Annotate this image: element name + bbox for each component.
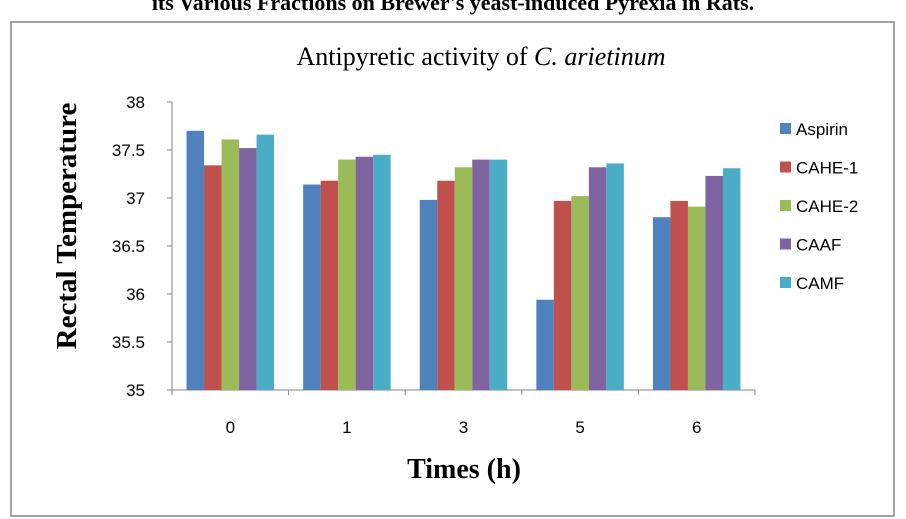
legend-label: CAMF [796, 274, 844, 293]
legend-swatch [780, 200, 791, 211]
page-heading: its Various Fractions on Brewer's yeast-… [0, 0, 906, 22]
y-tick-label: 35 [126, 381, 145, 400]
y-axis-label: Rectal Temperature [51, 103, 83, 350]
bar [472, 159, 490, 390]
bar [355, 156, 374, 390]
legend-label: CAHE-1 [796, 159, 858, 178]
bar [239, 148, 257, 390]
legend-label: Aspirin [796, 120, 848, 139]
bar [687, 206, 706, 390]
bar [320, 180, 339, 390]
legend: Aspirin CAHE-1 CAHE-2 CAAF CAMF [780, 120, 858, 293]
x-tick-label: 0 [226, 418, 235, 437]
bar [419, 199, 438, 390]
chart-title-italic: C. arietinum [534, 42, 665, 71]
y-tick-label: 35.5 [112, 333, 145, 352]
y-tick-label: 37 [126, 189, 145, 208]
x-tick-label: 5 [575, 418, 584, 437]
y-tick-label: 36 [126, 285, 145, 304]
bar [437, 180, 455, 390]
bar [722, 168, 741, 390]
bar [588, 167, 607, 390]
legend-swatch [780, 123, 791, 134]
bar [256, 134, 275, 390]
chart-title-prefix: Antipyretic activity of [297, 42, 535, 71]
bar [606, 163, 624, 390]
y-tick-label: 38 [126, 93, 145, 112]
legend-label: CAHE-2 [796, 197, 858, 216]
bar [536, 299, 554, 390]
x-tick-label: 1 [342, 418, 351, 437]
y-tick-label: 36.5 [112, 237, 145, 256]
bar [571, 196, 589, 390]
bar [373, 154, 391, 390]
legend-swatch [780, 238, 791, 250]
chart-title: Antipyretic activity of C. arietinum [297, 42, 666, 71]
bar [338, 159, 356, 390]
bar [670, 200, 688, 390]
bar [221, 139, 240, 390]
x-tick-label: 6 [692, 418, 701, 437]
bar [652, 217, 671, 390]
bar [454, 167, 473, 390]
bar [303, 184, 321, 390]
bar [204, 165, 222, 390]
legend-swatch [780, 277, 791, 288]
legend-label: CAAF [796, 236, 841, 255]
legend-swatch [780, 161, 791, 173]
bar [553, 200, 572, 390]
bar [186, 130, 205, 391]
x-tick-label: 3 [459, 418, 468, 437]
bar [489, 159, 508, 390]
bar [705, 175, 723, 390]
x-axis-label: Times (h) [407, 454, 521, 485]
y-tick-label: 37.5 [112, 141, 145, 160]
